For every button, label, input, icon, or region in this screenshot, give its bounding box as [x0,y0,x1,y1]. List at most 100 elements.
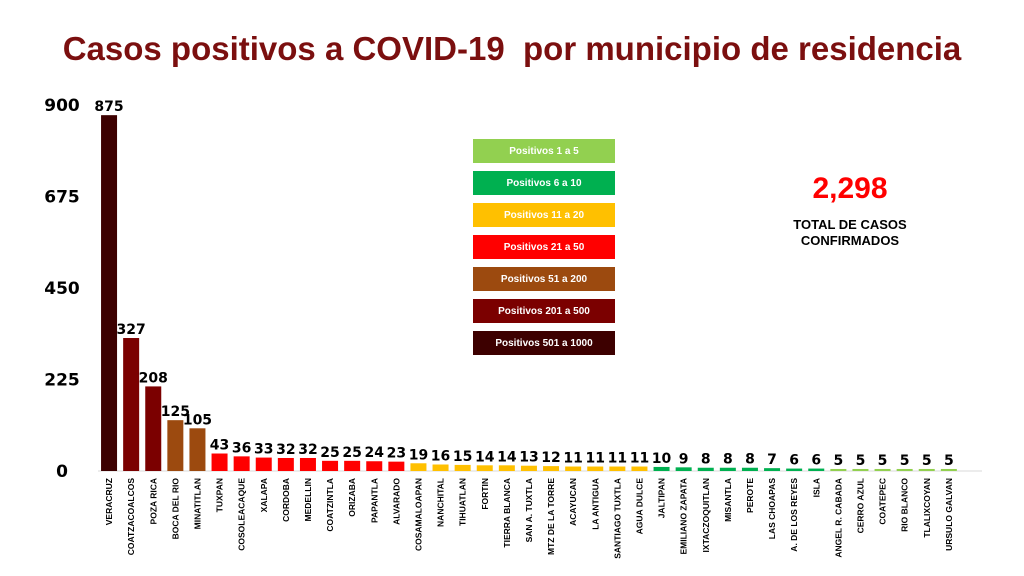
bar [476,465,493,471]
data-label: 14 [497,449,517,465]
bar [410,463,427,471]
data-label: 125 [161,404,190,420]
y-tick-label: 450 [44,279,80,299]
x-tick-label: PEROTE [745,478,755,513]
bar [808,468,825,471]
x-tick-label: URSULO GALVAN [944,478,954,551]
x-tick-label: ORIZABA [347,478,357,517]
data-label: 16 [431,448,450,464]
data-label: 24 [365,445,385,461]
data-label: 33 [254,442,273,458]
x-tick-label: COATEPEC [878,478,888,525]
x-tick-label: FORTIN [480,478,490,510]
x-tick-label: ANGEL R. CABADA [833,478,843,558]
bar [299,457,316,471]
bar [675,467,692,471]
bar [653,466,670,471]
data-label: 19 [409,447,428,463]
x-tick-label: BOCA DEL RIO [170,478,180,540]
legend-item: Positivos 6 a 10 [473,171,615,195]
x-tick-label: COSAMALOAPAN [413,478,423,551]
bar [322,460,339,471]
x-tick-label: NANCHITAL [436,478,446,527]
data-label: 25 [342,445,361,461]
x-tick-label: LA ANTIGUA [590,478,600,530]
data-label: 5 [856,453,866,469]
data-label: 23 [387,446,406,462]
bar [498,465,515,471]
data-label: 9 [679,451,689,467]
x-tick-label: JALTIPAN [657,478,667,518]
x-tick-label: PAPANTLA [369,478,379,523]
x-tick-label: EMILIANO ZAPATA [679,478,689,555]
data-label: 8 [701,452,711,468]
x-tick-label: CORDOBA [281,478,291,522]
bar [277,457,294,471]
bar [543,466,560,471]
bar [145,386,162,471]
bar [101,115,118,472]
x-tick-label: COATZINTLA [325,478,335,532]
data-label: 5 [944,453,954,469]
data-label: 875 [94,99,123,115]
data-label: 6 [789,453,799,469]
bar [874,468,891,471]
bar [719,467,736,471]
bar [852,468,869,471]
data-label: 13 [519,450,538,466]
data-label: 14 [475,449,495,465]
total-cases-label: TOTAL DE CASOS CONFIRMADOS [760,217,940,249]
x-tick-label: TLALIXCOYAN [922,478,932,538]
data-label: 8 [723,452,733,468]
x-tick-label: MEDELLIN [303,478,313,521]
x-tick-label: A. DE LOS REYES [789,478,799,552]
total-label-line2: CONFIRMADOS [800,233,900,248]
chart-title: Casos positivos a COVID-19 por municipio… [62,30,962,67]
data-label: 7 [767,452,777,468]
x-tick-label: MTZ DE LA TORRE [546,478,556,555]
x-tick-label: ALVARADO [391,478,401,525]
x-tick-label: LAS CHOAPAS [767,478,777,540]
x-tick-label: TIHUATLAN [458,478,468,526]
x-tick-label: SANTIAGO TUXTLA [612,478,622,559]
bar [631,466,648,471]
y-tick-label: 900 [44,96,80,116]
data-label: 10 [652,451,672,467]
bar [697,467,714,471]
x-tick-label: IXTACZOQUITLAN [701,478,711,552]
data-label: 32 [276,442,295,458]
bar [786,468,803,471]
bar [123,338,140,471]
bar [940,468,957,471]
bar [764,468,781,471]
data-label: 43 [210,438,229,454]
data-label: 5 [833,453,843,469]
x-tick-label: CERRO AZUL [855,478,865,533]
x-tick-label: ISLA [811,478,821,497]
data-label: 11 [563,451,582,467]
bar [211,453,228,471]
legend-item: Positivos 501 a 1000 [473,331,615,355]
bar [344,460,361,471]
total-label-line1: TOTAL DE CASOS [793,217,907,232]
y-tick-label: 675 [44,188,80,208]
bar [609,466,626,471]
x-tick-label: COSOLEACAQUE [237,478,247,551]
data-label: 12 [541,450,560,466]
data-label: 32 [298,442,317,458]
x-tick-label: VERACRUZ [104,478,114,525]
x-tick-label: SAN A. TUXTLA [524,478,534,542]
data-label: 5 [922,453,932,469]
legend-item: Positivos 51 a 200 [473,267,615,291]
bar [918,468,935,471]
data-label: 11 [586,451,605,467]
data-label: 208 [139,370,168,386]
data-label: 25 [320,445,339,461]
x-tick-label: MISANTLA [723,478,733,522]
bar [366,461,383,471]
x-tick-label: AGUA DULCE [634,478,644,535]
data-label: 327 [117,322,146,338]
x-tick-label: ACAYUCAN [568,478,578,526]
x-tick-label: TIERRA BLANCA [502,478,512,548]
legend-item: Positivos 1 a 5 [473,139,615,163]
